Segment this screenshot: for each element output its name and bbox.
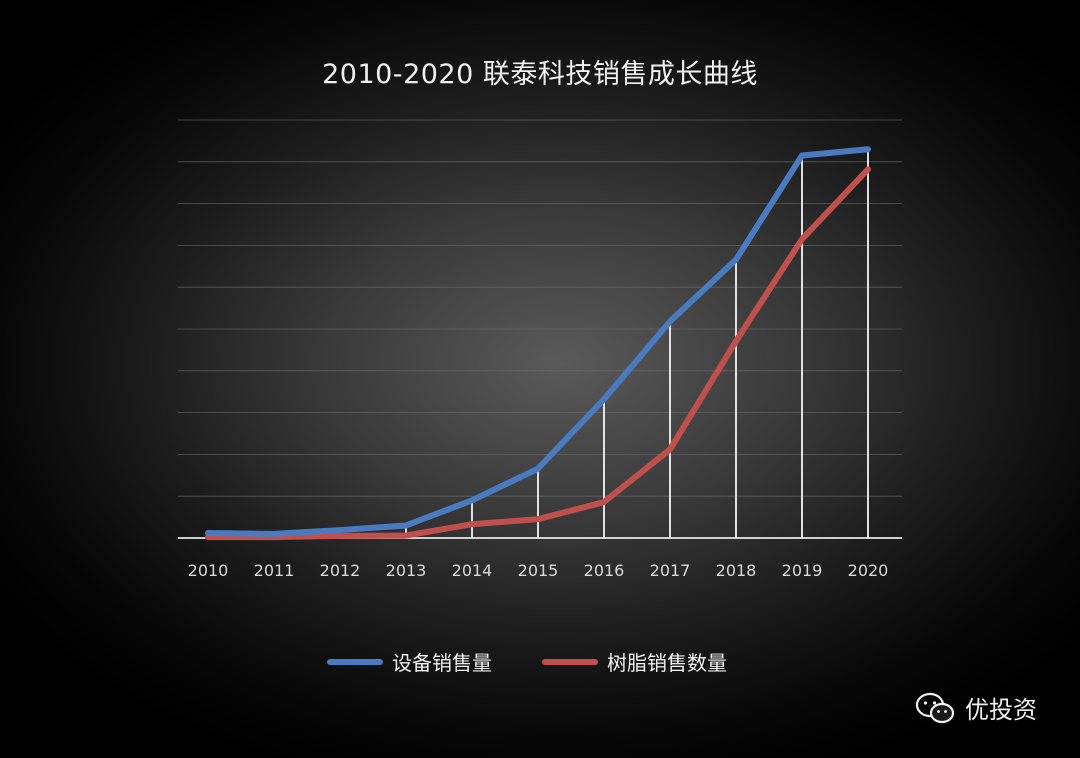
drop-lines [207,149,869,538]
x-tick-label: 2020 [848,561,889,580]
data-point [403,532,409,539]
data-point [667,446,673,452]
data-point [337,533,343,539]
legend-label: 树脂销售数量 [607,651,727,675]
data-point [601,396,607,402]
data-point [469,497,475,503]
data-point [535,516,541,522]
data-point [667,318,673,325]
x-tick-label: 2015 [518,561,559,580]
x-tick-label: 2019 [782,561,823,580]
x-tick-label: 2018 [716,561,757,580]
data-point [601,499,607,505]
x-tick-label: 2012 [320,561,361,580]
data-point [799,236,805,242]
legend: 设备销售量 树脂销售数量 [327,651,727,675]
chart-title: 2010-2020 联泰科技销售成长曲线 [322,59,758,90]
x-tick-label: 2013 [386,561,427,580]
data-point [337,527,343,533]
data-point [865,146,871,152]
wechat-icon [915,692,955,723]
x-tick-label: 2011 [254,561,295,580]
data-point [403,522,409,529]
watermark-text: 优投资 [965,696,1037,724]
data-point [733,338,739,344]
data-point [205,530,211,536]
data-point [469,521,475,527]
data-point [535,466,541,472]
gridlines [178,119,902,539]
legend-label: 设备销售量 [392,651,492,675]
x-tick-label: 2016 [584,561,625,580]
series-lines [205,146,871,541]
x-tick-label: 2017 [650,561,691,580]
data-point [733,257,739,263]
data-point [865,166,871,172]
data-point [271,531,277,537]
data-point [799,152,805,159]
x-axis-tick-labels: 2010 2011 2012 2013 2014 2015 2016 2017 2018 2019… [188,561,889,580]
x-tick-label: 2010 [188,561,229,580]
x-tick-label: 2014 [452,561,493,580]
watermark: 优投资 [915,690,1037,725]
